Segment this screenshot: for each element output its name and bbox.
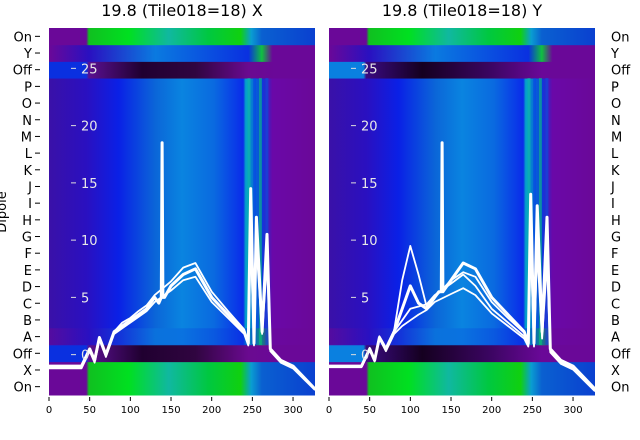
- overlay-tick-label: 25: [361, 62, 378, 77]
- row-label: L: [611, 147, 619, 162]
- row-label: N: [611, 114, 621, 129]
- row-label: Off: [611, 347, 631, 362]
- row-label: Y: [23, 47, 32, 62]
- x-tick-label: 0: [326, 405, 332, 416]
- heatmap-row-on: [329, 28, 595, 46]
- heatmap-row-x: [329, 361, 595, 379]
- heatmap-row-off: [49, 344, 315, 363]
- row-label: D: [22, 281, 32, 296]
- chart-title: 19.8 (Tile018=18) X: [101, 1, 263, 20]
- row-label: F: [611, 247, 618, 262]
- row-label: P: [24, 80, 32, 95]
- x-tick-label: 200: [482, 405, 501, 416]
- overlay-series-line: [49, 239, 316, 391]
- row-label: O: [611, 97, 621, 112]
- row-label: J: [610, 180, 615, 195]
- row-label: Off: [13, 64, 33, 79]
- heatmap-row-on: [329, 378, 595, 396]
- row-label: K: [611, 164, 620, 179]
- row-label: E: [24, 264, 32, 279]
- x-tick-label: 100: [401, 405, 420, 416]
- x-tick-label: 300: [283, 405, 302, 416]
- row-label: C: [611, 297, 620, 312]
- heatmap-row-a: [329, 328, 595, 346]
- row-label: B: [23, 314, 32, 329]
- row-label: J: [27, 180, 32, 195]
- x-tick-label: 150: [441, 405, 460, 416]
- chart-title: 19.8 (Tile018=18) Y: [382, 1, 543, 20]
- row-label: K: [23, 164, 32, 179]
- x-tick-label: 200: [202, 405, 221, 416]
- heatmap-streak: [538, 78, 542, 345]
- row-label: N: [22, 114, 32, 129]
- heatmap-row-off: [329, 344, 595, 363]
- x-tick-label: 300: [563, 405, 582, 416]
- row-label: H: [611, 214, 621, 229]
- y-axis-label: Dipole: [0, 191, 10, 232]
- overlay-tick-label: 0: [361, 349, 369, 364]
- row-label: D: [611, 281, 621, 296]
- heatmap-streak: [265, 78, 269, 345]
- overlay-tick-label: 25: [81, 62, 98, 77]
- row-label: G: [611, 231, 621, 246]
- heatmap-row-y: [49, 44, 315, 62]
- row-label: C: [23, 297, 32, 312]
- heatmap-row-on: [49, 378, 315, 396]
- row-label: X: [611, 364, 620, 379]
- overlay-tick-label: 15: [81, 177, 98, 192]
- overlay-tick-label: 10: [361, 234, 378, 249]
- heatmap-row-on: [49, 28, 315, 46]
- overlay-tick-label: 20: [81, 120, 98, 135]
- overlay-tick-label: 5: [361, 291, 369, 306]
- row-label: On: [611, 381, 629, 396]
- heatmap-row-off: [329, 61, 595, 79]
- overlay-tick-label: 15: [361, 177, 378, 192]
- overlay-tick-label: 10: [81, 234, 98, 249]
- row-label: A: [611, 331, 620, 346]
- overlay-tick-label: 5: [81, 291, 89, 306]
- overlay-series-line: [329, 204, 596, 390]
- overlay-tick-label: 0: [81, 349, 89, 364]
- x-tick-label: 50: [363, 405, 376, 416]
- row-label: On: [14, 30, 32, 45]
- x-tick-label: 250: [243, 405, 262, 416]
- row-label: L: [25, 147, 33, 162]
- row-label: O: [22, 97, 32, 112]
- row-label: M: [611, 130, 622, 145]
- heatmap-streak: [533, 78, 537, 345]
- row-label: X: [23, 364, 32, 379]
- row-label: H: [22, 214, 32, 229]
- heatmap-streak: [258, 78, 262, 345]
- heatmap-row-a: [49, 328, 315, 346]
- heatmap-row-off: [49, 61, 315, 79]
- row-label: A: [23, 331, 32, 346]
- row-label: Y: [610, 47, 619, 62]
- x-tick-label: 250: [523, 405, 542, 416]
- row-label: B: [611, 314, 620, 329]
- heatmap-row-y: [329, 44, 595, 62]
- row-label: P: [611, 80, 619, 95]
- row-label: M: [21, 130, 32, 145]
- row-label: E: [611, 264, 619, 279]
- row-label: I: [28, 197, 32, 212]
- overlay-tick-label: 20: [361, 120, 378, 135]
- x-tick-label: 100: [121, 405, 140, 416]
- heatmap-row-x: [49, 361, 315, 379]
- row-label: G: [22, 231, 32, 246]
- row-label: Off: [611, 64, 631, 79]
- row-label: Off: [13, 347, 33, 362]
- row-label: I: [611, 197, 615, 212]
- row-label: On: [14, 381, 32, 396]
- row-label: F: [25, 247, 32, 262]
- heatmap-streak: [545, 78, 549, 345]
- x-tick-label: 150: [161, 405, 180, 416]
- x-tick-label: 0: [46, 405, 52, 416]
- x-tick-label: 50: [83, 405, 96, 416]
- row-label: On: [611, 30, 629, 45]
- heatmap-streak: [253, 78, 257, 345]
